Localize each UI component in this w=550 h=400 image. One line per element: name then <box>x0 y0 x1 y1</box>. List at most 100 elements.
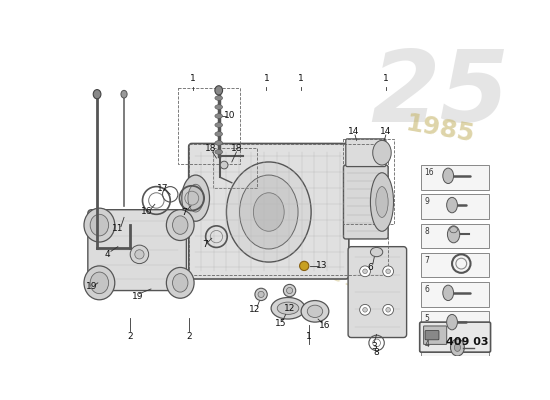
Ellipse shape <box>360 266 371 277</box>
Ellipse shape <box>84 266 115 300</box>
Ellipse shape <box>182 175 210 221</box>
Text: 1: 1 <box>306 332 312 341</box>
Ellipse shape <box>283 284 296 297</box>
Ellipse shape <box>227 162 311 262</box>
Ellipse shape <box>271 298 305 319</box>
Ellipse shape <box>307 305 323 318</box>
Ellipse shape <box>130 245 148 264</box>
Text: 1: 1 <box>190 74 196 83</box>
FancyBboxPatch shape <box>346 139 386 166</box>
Text: 2: 2 <box>128 332 133 341</box>
Bar <box>189 144 388 275</box>
Text: 409 03: 409 03 <box>446 337 489 347</box>
Text: a passion for parts since 1985: a passion for parts since 1985 <box>175 213 381 298</box>
Ellipse shape <box>166 210 194 240</box>
Text: 6: 6 <box>367 263 373 272</box>
Text: 18: 18 <box>205 144 217 153</box>
Ellipse shape <box>215 150 223 154</box>
Bar <box>421 253 489 278</box>
Ellipse shape <box>173 216 188 234</box>
Ellipse shape <box>166 268 194 298</box>
Text: 9: 9 <box>425 197 429 206</box>
Ellipse shape <box>447 314 458 330</box>
Text: 1: 1 <box>298 74 304 83</box>
Ellipse shape <box>94 90 101 99</box>
Ellipse shape <box>84 208 115 242</box>
Ellipse shape <box>254 193 284 231</box>
Bar <box>421 194 489 219</box>
Ellipse shape <box>121 90 127 98</box>
Ellipse shape <box>376 186 388 218</box>
Ellipse shape <box>258 291 264 298</box>
Text: 15: 15 <box>274 319 286 328</box>
Ellipse shape <box>215 132 223 136</box>
Ellipse shape <box>215 86 223 95</box>
Ellipse shape <box>443 168 454 184</box>
Text: 10: 10 <box>224 111 235 120</box>
Text: 7: 7 <box>425 256 429 265</box>
Text: 16: 16 <box>141 207 153 216</box>
Ellipse shape <box>383 304 393 315</box>
Ellipse shape <box>454 344 460 351</box>
Ellipse shape <box>287 288 293 294</box>
Text: 19: 19 <box>132 292 144 301</box>
Ellipse shape <box>360 304 371 315</box>
Bar <box>421 311 489 336</box>
Ellipse shape <box>363 269 367 274</box>
Text: 3: 3 <box>371 342 377 351</box>
Text: 16: 16 <box>425 168 434 177</box>
Ellipse shape <box>386 269 390 274</box>
Ellipse shape <box>220 161 228 169</box>
Ellipse shape <box>215 96 223 100</box>
Text: 4: 4 <box>104 250 110 259</box>
Ellipse shape <box>277 302 299 314</box>
Ellipse shape <box>188 184 204 212</box>
Bar <box>343 139 394 224</box>
Ellipse shape <box>450 227 458 233</box>
FancyBboxPatch shape <box>420 322 491 352</box>
Ellipse shape <box>239 175 298 249</box>
Text: 8: 8 <box>425 227 429 236</box>
Text: 19: 19 <box>86 282 97 291</box>
Text: 8: 8 <box>373 348 380 358</box>
Text: 13: 13 <box>316 262 328 270</box>
Bar <box>212 148 257 188</box>
Bar <box>421 337 489 361</box>
Ellipse shape <box>373 140 391 165</box>
Ellipse shape <box>215 123 223 127</box>
Text: 7: 7 <box>202 240 208 249</box>
Ellipse shape <box>300 261 309 270</box>
Ellipse shape <box>383 266 393 277</box>
Ellipse shape <box>371 173 394 231</box>
Bar <box>178 88 240 164</box>
Ellipse shape <box>215 141 223 145</box>
Text: 5: 5 <box>425 314 429 324</box>
Text: 7: 7 <box>181 208 187 216</box>
Ellipse shape <box>90 214 109 236</box>
Text: 11: 11 <box>112 224 124 234</box>
Ellipse shape <box>90 272 109 294</box>
Ellipse shape <box>447 197 458 213</box>
FancyBboxPatch shape <box>343 165 388 239</box>
Ellipse shape <box>215 105 223 109</box>
FancyBboxPatch shape <box>189 144 349 279</box>
Text: 18: 18 <box>230 144 242 153</box>
Ellipse shape <box>448 226 460 243</box>
Text: 17: 17 <box>157 184 168 193</box>
Ellipse shape <box>215 114 223 118</box>
Text: 12: 12 <box>284 304 295 313</box>
Ellipse shape <box>255 288 267 300</box>
Ellipse shape <box>173 274 188 292</box>
Ellipse shape <box>386 308 390 312</box>
Ellipse shape <box>443 285 454 300</box>
Bar <box>421 282 489 307</box>
FancyBboxPatch shape <box>424 326 447 344</box>
Text: 12: 12 <box>249 305 261 314</box>
Ellipse shape <box>301 300 329 322</box>
Text: 1: 1 <box>383 74 389 83</box>
Text: 14: 14 <box>380 127 392 136</box>
Ellipse shape <box>370 248 383 257</box>
FancyBboxPatch shape <box>425 330 439 340</box>
Ellipse shape <box>135 250 144 259</box>
Ellipse shape <box>363 308 367 312</box>
